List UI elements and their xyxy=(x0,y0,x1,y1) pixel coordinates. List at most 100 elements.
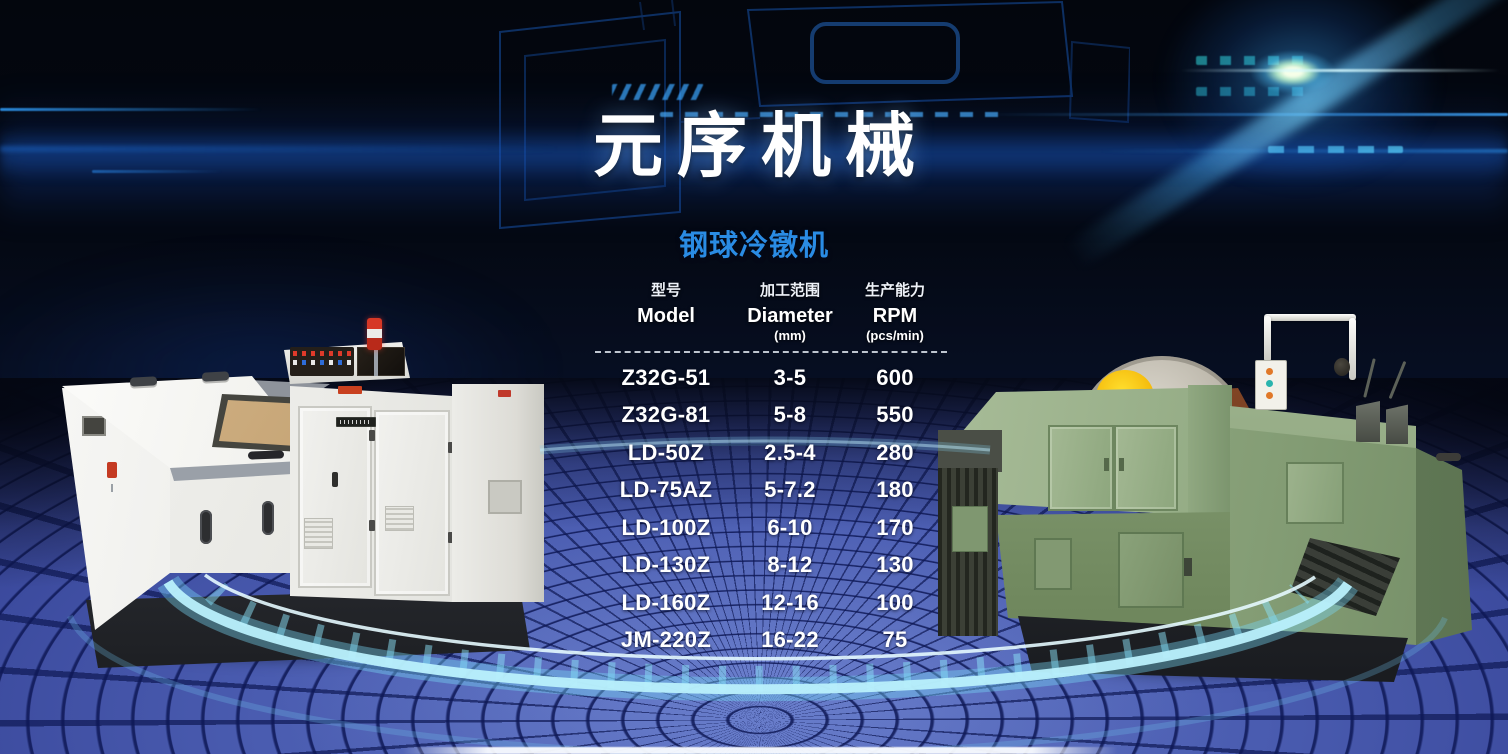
teal-dash-row xyxy=(1196,56,1308,65)
cell-diameter: 16-22 xyxy=(761,627,819,653)
table-row: Z32G-51 3-5 600 xyxy=(595,359,947,397)
col-header-diameter-en: Diameter xyxy=(747,305,833,327)
col-header-rpm-en: RPM xyxy=(872,305,918,327)
light-streak xyxy=(980,113,1508,116)
door-handle xyxy=(1119,458,1124,471)
control-panel xyxy=(290,347,354,376)
outer-ring-arc xyxy=(67,614,1448,754)
side-access-panel xyxy=(952,506,988,552)
ring-front-arc xyxy=(163,579,1353,695)
signal-white-segment xyxy=(367,329,382,338)
cell-diameter: 2.5-4 xyxy=(764,439,816,465)
side-handle xyxy=(1436,453,1461,461)
cabinet-door xyxy=(374,410,450,596)
button-row xyxy=(293,360,351,365)
left-machine-inspection-plate xyxy=(82,416,106,436)
cell-model: Z32G-81 xyxy=(621,402,711,428)
left-machine-latch xyxy=(107,462,117,478)
cell-rpm: 100 xyxy=(876,589,914,615)
pipe-knob xyxy=(1334,358,1350,376)
wireframe-porthole xyxy=(810,22,960,84)
table-row: LD-50Z 2.5-4 280 xyxy=(595,434,947,472)
cell-model: LD-100Z xyxy=(621,514,711,540)
slash-marks xyxy=(612,84,704,100)
table-row: JM-220Z 16-22 75 xyxy=(595,622,947,660)
cell-diameter: 8-12 xyxy=(767,552,813,578)
signal-tower-light xyxy=(367,318,382,350)
cell-rpm: 130 xyxy=(876,552,914,578)
cell-diameter: 3-5 xyxy=(773,364,807,390)
header-separator xyxy=(595,351,947,353)
cabinet-door xyxy=(1286,462,1344,524)
overhead-pipe-leg xyxy=(1349,318,1356,380)
cyan-dash-row xyxy=(1268,146,1403,153)
cell-rpm: 75 xyxy=(882,627,908,653)
cabinet-door xyxy=(298,406,372,588)
access-panel xyxy=(1034,538,1072,590)
tool-clamp xyxy=(1386,404,1408,444)
table-header-zh: 型号 加工范围 生产能力 xyxy=(595,279,947,300)
lens-flare-streak xyxy=(1180,69,1500,72)
right-machine-side-panel xyxy=(1416,448,1472,645)
ring-back-arc xyxy=(539,436,991,455)
hydraulic-hoses xyxy=(938,468,998,636)
hose-block xyxy=(938,430,1002,472)
door-handle xyxy=(262,501,274,535)
pendant-button xyxy=(1266,368,1273,375)
page-subtitle: 钢球冷镦机 xyxy=(678,230,829,262)
page-title: 元序机械 xyxy=(593,107,929,185)
cell-model: JM-220Z xyxy=(620,627,712,653)
machine-door xyxy=(1114,425,1178,511)
cabinet-key xyxy=(332,472,338,487)
door-handle xyxy=(1104,458,1109,471)
col-header-model-en: Model xyxy=(637,305,695,327)
table-row: LD-75AZ 5-7.2 180 xyxy=(595,472,947,510)
cell-diameter: 5-8 xyxy=(773,402,807,428)
cabinet-vent xyxy=(385,506,414,531)
signal-tower-pole xyxy=(374,348,378,376)
door-handle xyxy=(200,510,212,544)
light-streak xyxy=(92,170,222,173)
signal-red-segment xyxy=(367,318,382,329)
table-header-units: (mm) (pcs/min) xyxy=(595,328,947,345)
floor-glare-strip xyxy=(402,747,1118,754)
signal-red-segment xyxy=(367,338,382,350)
table-row: LD-160Z 12-16 100 xyxy=(595,584,947,622)
col-unit-pcs: (pcs/min) xyxy=(866,328,924,343)
pendant-button xyxy=(1266,380,1273,387)
cell-model: LD-75AZ xyxy=(619,477,713,503)
machine-door xyxy=(1048,425,1114,511)
left-machine-image xyxy=(52,318,548,674)
door-hinge xyxy=(448,532,454,543)
col-header-model-zh: 型号 xyxy=(650,282,681,299)
door-latch xyxy=(1184,558,1192,576)
cell-rpm: 600 xyxy=(876,364,914,390)
cell-rpm: 180 xyxy=(876,477,914,503)
table-row: LD-130Z 8-12 130 xyxy=(595,547,947,585)
table-row: LD-100Z 6-10 170 xyxy=(595,509,947,547)
col-unit-mm: (mm) xyxy=(774,328,806,343)
cell-model: Z32G-51 xyxy=(621,364,711,390)
door-hinge xyxy=(369,520,375,531)
overhead-pipe-leg xyxy=(1264,316,1271,362)
pendant-button xyxy=(1266,392,1273,399)
lower-door xyxy=(1118,532,1184,608)
wireframe-sidebox xyxy=(1068,40,1130,124)
ring-back-arc-core xyxy=(539,439,991,452)
lens-flare-glow xyxy=(1160,0,1440,190)
dash-streak xyxy=(660,112,1000,117)
wireframe-window xyxy=(524,38,666,202)
overhead-pipe xyxy=(1264,314,1356,321)
spec-table: 型号 加工范围 生产能力 Model Diameter RPM (mm) (pc… xyxy=(595,279,947,659)
cabinet-nameplate xyxy=(336,417,376,427)
right-machine-mid-section xyxy=(1188,385,1232,520)
button-row xyxy=(293,351,351,356)
cell-diameter: 6-10 xyxy=(767,514,813,540)
machine-wireframe-ghost xyxy=(499,0,1130,230)
col-header-diameter-zh: 加工范围 xyxy=(759,282,820,299)
tool-clamp xyxy=(1356,401,1380,442)
cell-diameter: 12-16 xyxy=(761,589,819,615)
cell-rpm: 280 xyxy=(876,439,914,465)
table-row: Z32G-81 5-8 550 xyxy=(595,397,947,435)
